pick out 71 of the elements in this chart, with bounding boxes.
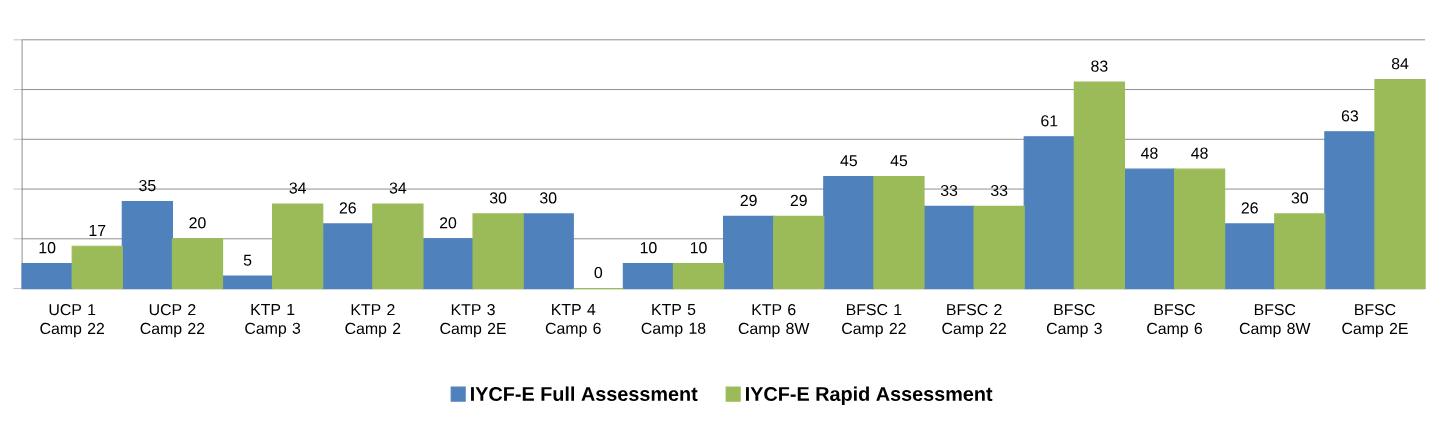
- bar: [171, 238, 224, 290]
- x-tick-label: BFSC 2 Camp 22: [942, 304, 1006, 338]
- bar: [272, 203, 324, 290]
- data-label: 83: [1091, 60, 1108, 72]
- data-label: 48: [1141, 147, 1158, 159]
- legend-label: IYCF-E Full Assessment: [471, 386, 698, 402]
- bar: [71, 245, 123, 290]
- data-label: 26: [1241, 202, 1258, 214]
- bar: [873, 176, 925, 290]
- data-label: 30: [1291, 192, 1309, 204]
- x-tick-label: KTP 5 Camp 18: [641, 304, 706, 338]
- x-tick-label: BFSC Camp 2E: [1342, 304, 1408, 338]
- bar: [722, 215, 775, 290]
- data-label: 45: [890, 155, 908, 167]
- x-tick-label: BFSC Camp 8W: [1239, 304, 1311, 338]
- bar: [1173, 168, 1226, 290]
- bar: [773, 215, 825, 290]
- data-label: 48: [1191, 147, 1208, 159]
- bar: [1224, 223, 1276, 290]
- data-label: 29: [740, 194, 757, 207]
- data-label: 0: [594, 267, 603, 279]
- data-label: 26: [339, 202, 356, 214]
- data-label: 10: [39, 242, 56, 254]
- x-tick-label: KTP 6 Camp 8W: [738, 304, 810, 338]
- data-label: 10: [690, 242, 707, 254]
- bar: [322, 223, 374, 290]
- data-label: 17: [89, 225, 106, 236]
- bar: [121, 200, 174, 290]
- bar: [21, 263, 73, 290]
- data-label: 84: [1391, 58, 1409, 70]
- data-label: 34: [289, 182, 307, 194]
- bar: [1374, 79, 1426, 290]
- bar: [1123, 168, 1176, 290]
- bar: [622, 263, 675, 290]
- data-label: 33: [990, 184, 1008, 197]
- data-label: 20: [439, 217, 457, 229]
- bar: [221, 275, 274, 290]
- bar: [522, 213, 574, 290]
- x-tick-label: UCP 2 Camp 22: [140, 304, 205, 338]
- data-label: 29: [790, 194, 807, 207]
- x-tick-label: BFSC 1 Camp 22: [842, 304, 906, 338]
- data-label: 61: [1041, 115, 1058, 127]
- bar: [923, 205, 975, 290]
- data-label: 30: [489, 192, 507, 204]
- bar: [472, 213, 524, 290]
- bar: [372, 203, 424, 290]
- bar: [422, 238, 474, 290]
- bar: [1023, 136, 1075, 290]
- bar: [1274, 213, 1326, 290]
- x-tick-label: KTP 4 Camp 6: [545, 304, 601, 338]
- data-label: 30: [539, 192, 557, 204]
- data-label: 20: [189, 217, 206, 229]
- bar: [973, 205, 1025, 290]
- x-tick-label: KTP 2 Camp 2: [345, 304, 401, 338]
- x-tick-label: BFSC Camp 3: [1046, 304, 1102, 338]
- data-label: 5: [243, 254, 252, 266]
- data-label: 34: [389, 182, 407, 194]
- bar: [823, 176, 875, 290]
- bar: [1324, 131, 1376, 290]
- x-tick-label: KTP 1 Camp 3: [245, 304, 301, 338]
- x-tick-label: BFSC Camp 6: [1147, 304, 1203, 338]
- data-label: 10: [640, 242, 657, 254]
- x-tick-label: UCP 1 Camp 22: [40, 304, 104, 338]
- legend-label: IYCF-E Rapid Assessment: [746, 386, 993, 405]
- data-label: 45: [840, 155, 857, 167]
- data-label: 35: [139, 179, 156, 192]
- bar: [672, 263, 725, 290]
- data-label: 33: [940, 184, 958, 197]
- data-label: 63: [1341, 110, 1359, 122]
- x-tick-label: KTP 3 Camp 2E: [440, 304, 506, 338]
- bar: [1073, 81, 1126, 290]
